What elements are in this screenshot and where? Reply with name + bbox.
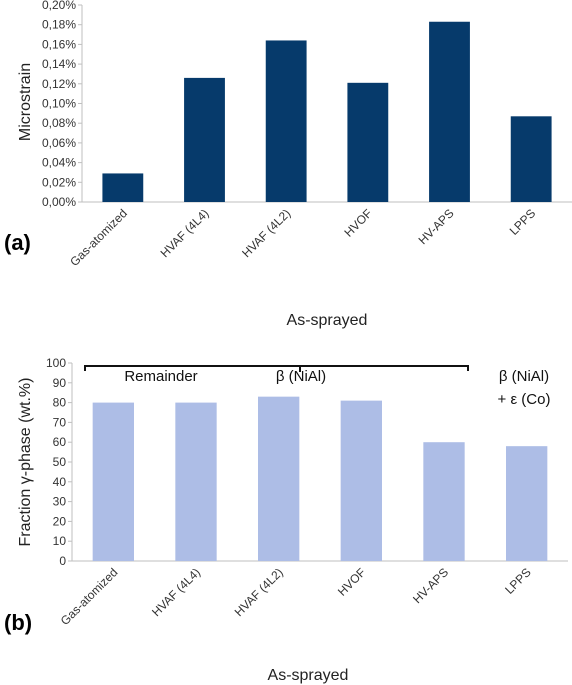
y-tick-label: 100 bbox=[46, 356, 66, 370]
x-tick-label: HVOF bbox=[335, 565, 368, 598]
y-tick-label: 0,20% bbox=[42, 0, 76, 12]
panel-a-label: (a) bbox=[4, 230, 31, 255]
beta-phase-bracket bbox=[84, 365, 469, 371]
beta-nial-right-label: β (NiAl) bbox=[499, 368, 549, 385]
x-tick-label: HVAF (4L4) bbox=[158, 206, 212, 260]
bar-hvaf-4l4- bbox=[175, 402, 217, 561]
y-tick-label: 30 bbox=[53, 495, 67, 509]
y-tick-label: 0,02% bbox=[42, 175, 76, 189]
x-tick-label: HV-APS bbox=[410, 565, 451, 606]
y-tick-label: 0,06% bbox=[42, 136, 76, 150]
x-tick-label: Gas-atomized bbox=[67, 206, 130, 269]
y-tick-label: 0,00% bbox=[42, 195, 76, 209]
remainder-label: Remainder bbox=[124, 368, 197, 385]
panel-a-chart: (a) Microstrain As-sprayed 0,00% 0,02% 0,0… bbox=[4, 0, 572, 329]
bar-gas-atomized bbox=[102, 173, 144, 202]
bar-hvaf-4l4- bbox=[184, 77, 225, 202]
y-tick-label: 0,18% bbox=[42, 18, 76, 32]
y-tick-label: 20 bbox=[53, 514, 67, 528]
y-tick-label: 80 bbox=[53, 396, 67, 410]
y-tick-label: 0 bbox=[59, 554, 66, 568]
x-tick-label: HVAF (4L2) bbox=[239, 206, 293, 260]
y-tick-label: 0,16% bbox=[42, 37, 76, 51]
panel-b-label: (b) bbox=[4, 610, 32, 635]
y-tick-label: 70 bbox=[53, 415, 67, 429]
y-tick-label: 50 bbox=[53, 455, 67, 469]
bar-hvaf-4l2- bbox=[258, 396, 300, 561]
y-tick-label: 10 bbox=[53, 534, 67, 548]
x-tick-label: LPPS bbox=[507, 206, 539, 238]
y-tick-label: 0,12% bbox=[42, 77, 76, 91]
epsilon-co-label: + ε (Co) bbox=[498, 391, 551, 408]
bar-gas-atomized bbox=[92, 402, 134, 561]
y-tick-label: 90 bbox=[53, 376, 67, 390]
beta-nial-label: β (NiAl) bbox=[276, 368, 326, 385]
bar-lpps bbox=[506, 446, 548, 561]
y-tick-label: 0,14% bbox=[42, 57, 76, 71]
y-tick-label: 0,08% bbox=[42, 116, 76, 130]
y-tick-label: 60 bbox=[53, 435, 67, 449]
x-tick-label: HV-APS bbox=[416, 206, 457, 247]
x-tick-label: LPPS bbox=[502, 565, 534, 597]
bar-hvaf-4l2- bbox=[265, 40, 307, 203]
bar-hv-aps bbox=[429, 21, 470, 203]
panel-a-y-axis-label: Microstrain bbox=[17, 63, 34, 141]
y-tick-label: 0,10% bbox=[42, 97, 76, 111]
x-tick-label: HVAF (4L4) bbox=[149, 565, 203, 619]
bar-lpps bbox=[510, 116, 552, 202]
x-tick-label: HVOF bbox=[341, 206, 374, 239]
panel-b-y-axis-label: Fraction γ-phase (wt.%) bbox=[17, 378, 34, 547]
panel-b-chart: (b) Fraction γ-phase (wt.%) As-sprayed 0… bbox=[4, 356, 568, 684]
bar-hvof bbox=[340, 400, 382, 561]
bar-hvof bbox=[347, 82, 389, 202]
y-tick-label: 40 bbox=[53, 475, 67, 489]
panel-b-x-axis-label: As-sprayed bbox=[268, 667, 349, 684]
x-tick-label: HVAF (4L2) bbox=[232, 565, 286, 619]
x-tick-label: Gas-atomized bbox=[58, 565, 121, 628]
bar-hv-aps bbox=[423, 442, 465, 561]
y-tick-label: 0,04% bbox=[42, 156, 76, 170]
panel-a-x-axis-label: As-sprayed bbox=[287, 312, 368, 329]
